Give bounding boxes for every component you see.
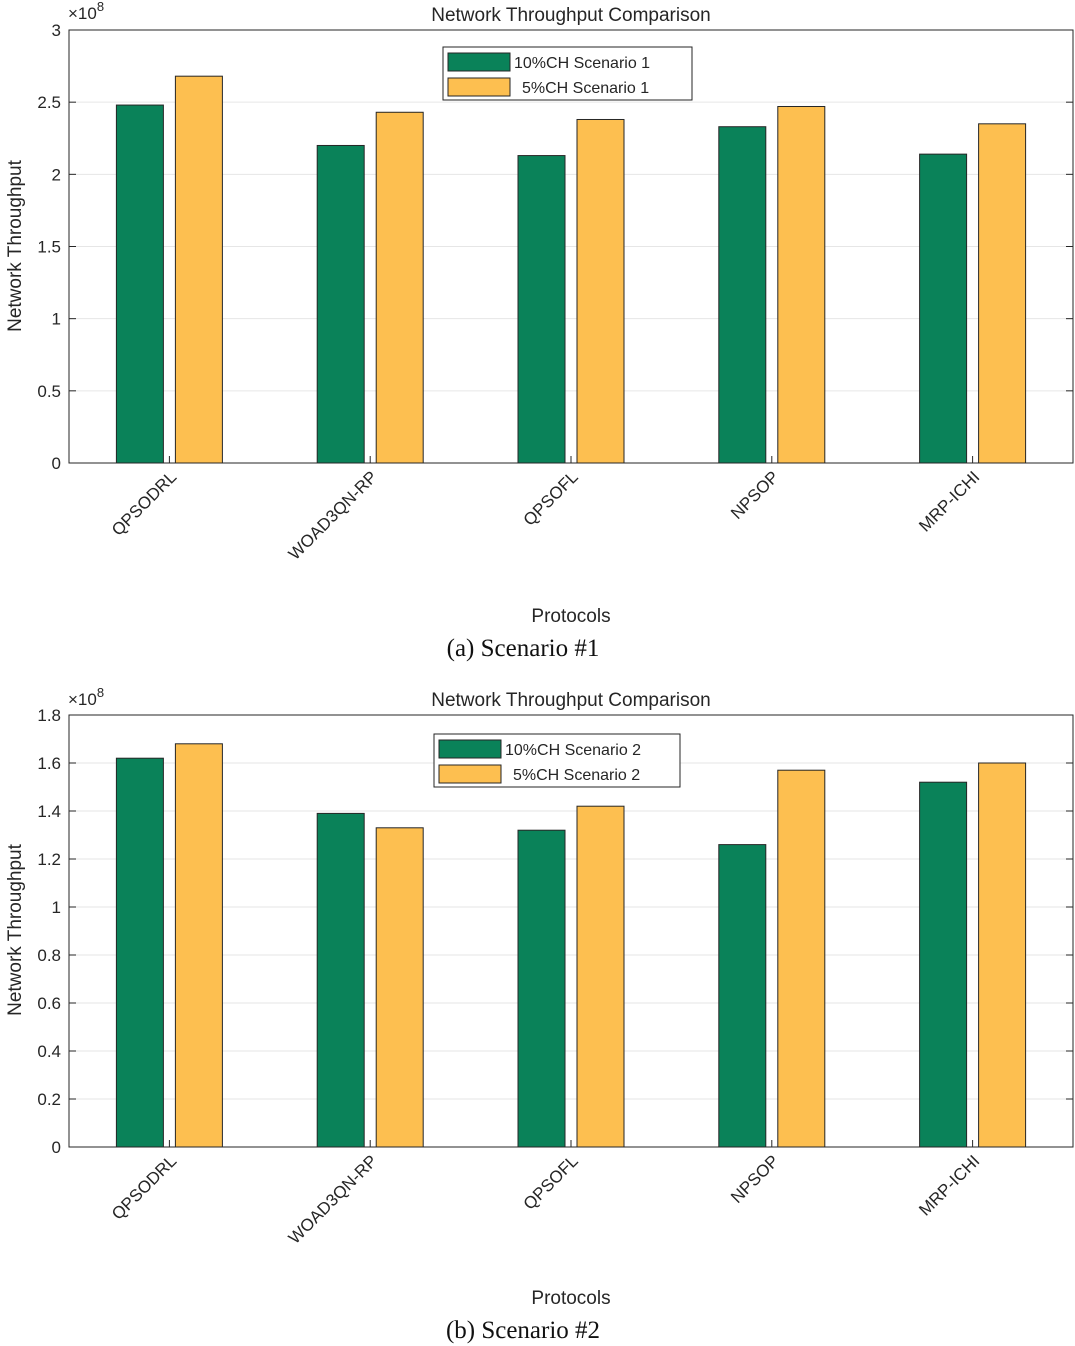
legend-swatch-10pct: [438, 739, 502, 759]
y-tick-label: 0: [52, 1138, 61, 1157]
bar-npsop-series-1: [777, 769, 826, 1148]
x-tick-label: QPSOFL: [520, 1151, 582, 1213]
x-ticks: QPSODRL WOAD3QN-RP QPSOFL NPSOP MRP-ICHI: [108, 456, 983, 564]
x-tick-label: WOAD3QN-RP: [285, 467, 381, 563]
bar-qpsofl-series-1: [576, 805, 625, 1148]
bar-woad3qn-rp-series-0: [316, 144, 365, 464]
gridlines: [69, 101, 1073, 392]
x-tick-label: QPSOFL: [520, 467, 582, 529]
bar-qpsofl-series-1: [576, 118, 625, 464]
x-tick-label: MRP-ICHI: [915, 467, 983, 535]
bar-qpsofl-series-0: [517, 829, 566, 1148]
legend: 10%CH Scenario 1 5%CH Scenario 1: [442, 46, 693, 101]
y-tick-label: 1: [52, 310, 61, 329]
y-axis-label: Network Throughput: [5, 843, 26, 1016]
bar-mrp-ichi-series-0: [919, 153, 968, 464]
legend: 10%CH Scenario 2 5%CH Scenario 2: [433, 733, 681, 788]
x-tick-label: WOAD3QN-RP: [285, 1151, 381, 1247]
y-tick-label: 1.4: [37, 802, 61, 821]
figure-caption: (b) Scenario #2: [446, 1317, 600, 1344]
y-tick-label: 2: [52, 165, 61, 184]
bar-mrp-ichi-series-1: [978, 762, 1027, 1148]
bar-npsop-series-0: [718, 126, 767, 464]
legend-swatch-5pct: [438, 764, 502, 784]
bar-mrp-ichi-series-1: [978, 123, 1027, 464]
bars: [115, 75, 1027, 464]
bar-woad3qn-rp-series-0: [316, 812, 365, 1148]
y-tick-label: 0.4: [37, 1042, 61, 1061]
bar-npsop-series-0: [718, 844, 767, 1148]
y-tick-label: 1.6: [37, 754, 61, 773]
legend-label-5pct: 5%CH Scenario 1: [522, 80, 649, 97]
y-axis-label: Network Throughput: [5, 159, 26, 332]
y-tick-label: 0: [52, 454, 61, 473]
bar-qpsodrl-series-0: [115, 757, 164, 1148]
legend-label-5pct: 5%CH Scenario 2: [513, 767, 640, 784]
bar-qpsodrl-series-1: [174, 75, 223, 464]
y-ticks: 0 0.5 1 1.5 2 2.5 3: [37, 21, 1073, 473]
y-tick-label: 3: [52, 21, 61, 40]
bar-mrp-ichi-series-0: [919, 781, 968, 1148]
x-axis-label: Protocols: [531, 606, 610, 627]
y-tick-label: 1.5: [37, 238, 61, 257]
x-tick-label: MRP-ICHI: [915, 1151, 983, 1219]
y-tick-label: 1: [52, 898, 61, 917]
chart-scenario-1: 0 0.5 1 1.5 2 2.5 3 QPSODRL WOAD3QN-RP QPSOFL NPS…: [5, 0, 1074, 662]
x-tick-label: NPSOP: [727, 1151, 783, 1207]
y-ticks: 0 0.2 0.4 0.6 0.8 1 1.2 1.4 1.6 1.8: [37, 706, 1073, 1157]
legend-swatch-10pct: [447, 52, 511, 72]
bar-qpsodrl-series-1: [174, 743, 223, 1148]
x-tick-label: NPSOP: [727, 467, 783, 523]
y-exponent-label: ×108: [68, 0, 104, 23]
legend-label-10pct: 10%CH Scenario 2: [505, 742, 641, 759]
chart-title: Network Throughput Comparison: [431, 690, 711, 711]
y-tick-label: 0.2: [37, 1090, 61, 1109]
bar-qpsodrl-series-0: [115, 104, 164, 464]
x-tick-label: QPSODRL: [108, 1151, 180, 1223]
chart-scenario-2: 0 0.2 0.4 0.6 0.8 1 1.2 1.4 1.6 1.8 QPSODRL WOAD3Q…: [5, 685, 1074, 1344]
legend-label-10pct: 10%CH Scenario 1: [514, 55, 650, 72]
y-tick-label: 1.2: [37, 850, 61, 869]
y-tick-label: 2.5: [37, 93, 61, 112]
y-tick-label: 0.6: [37, 994, 61, 1013]
x-tick-label: QPSODRL: [108, 467, 180, 539]
bar-woad3qn-rp-series-1: [375, 827, 424, 1148]
bar-woad3qn-rp-series-1: [375, 111, 424, 464]
chart-title: Network Throughput Comparison: [431, 5, 711, 26]
legend-swatch-5pct: [447, 77, 511, 97]
y-exponent-label: ×108: [68, 685, 104, 709]
y-tick-label: 1.8: [37, 706, 61, 725]
bar-qpsofl-series-0: [517, 155, 566, 464]
figure-caption: (a) Scenario #1: [447, 635, 600, 662]
bar-npsop-series-1: [777, 105, 826, 464]
y-tick-label: 0.5: [37, 382, 61, 401]
x-ticks: QPSODRL WOAD3QN-RP QPSOFL NPSOP MRP-ICHI: [108, 1140, 983, 1248]
x-axis-label: Protocols: [531, 1288, 610, 1309]
y-tick-label: 0.8: [37, 946, 61, 965]
